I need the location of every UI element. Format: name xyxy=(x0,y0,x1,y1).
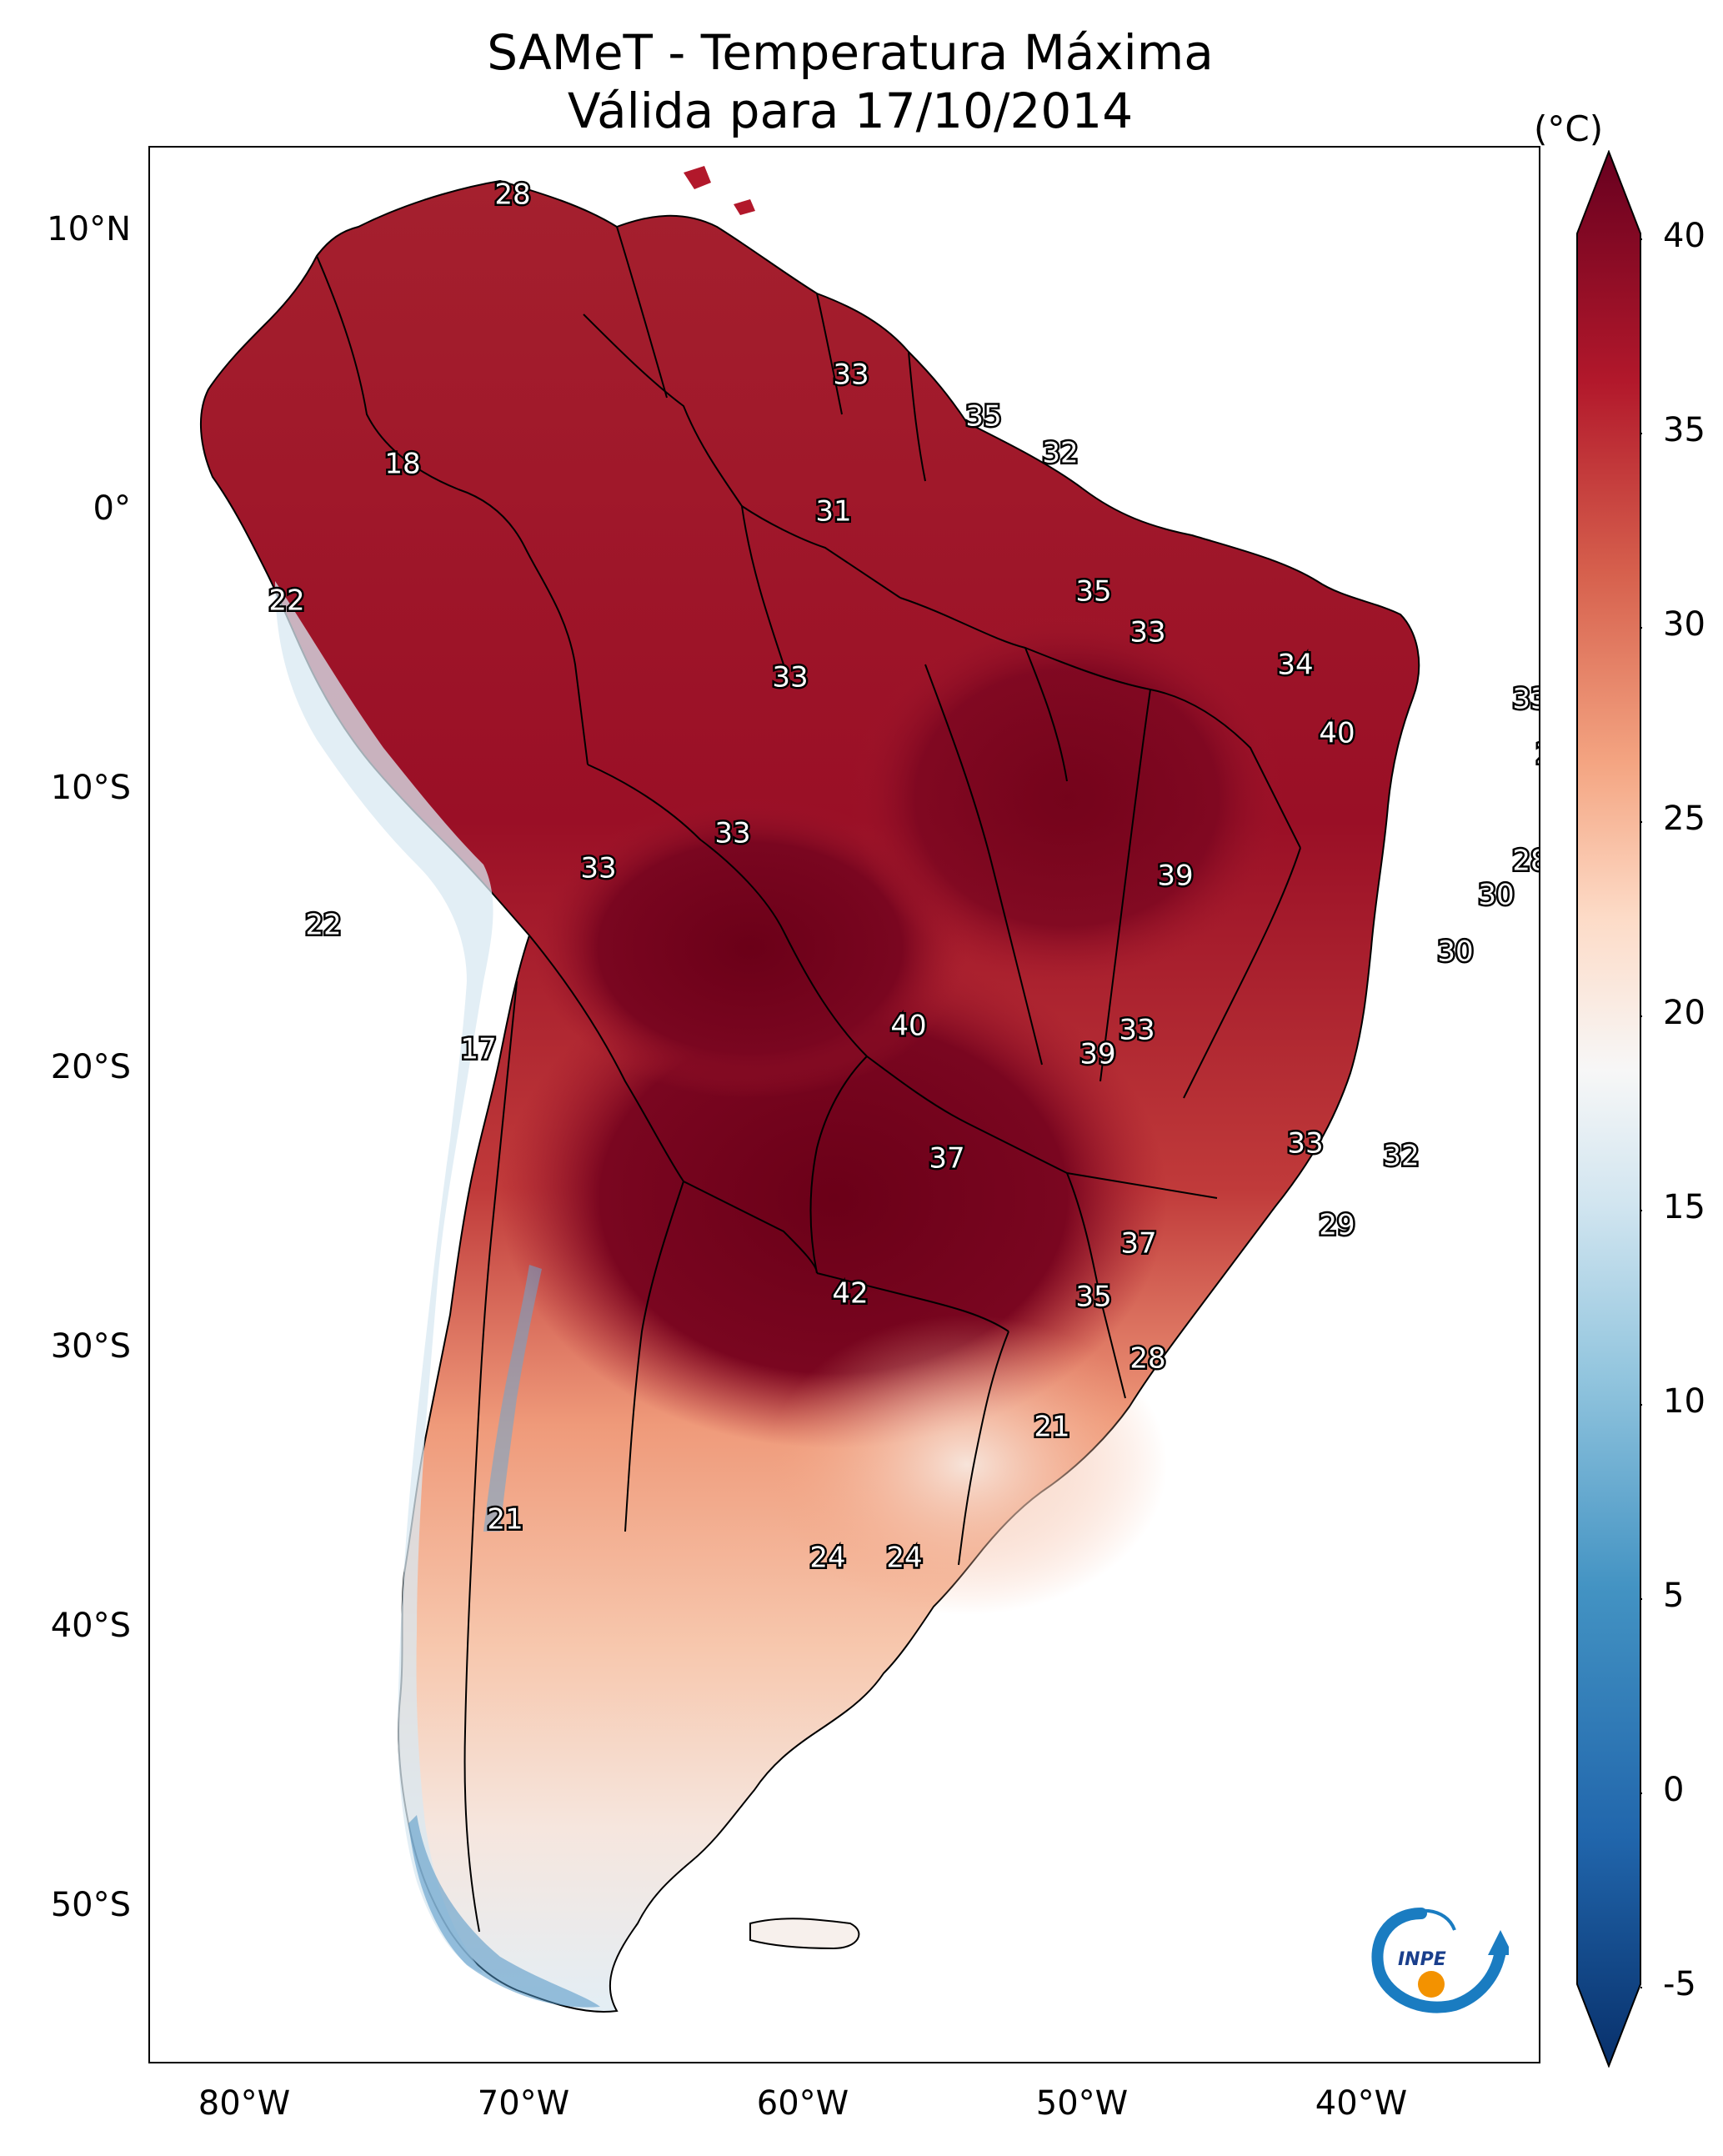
colorbar-tick-10: 10 xyxy=(1663,1382,1705,1421)
colorbar-unit: (°C) xyxy=(1534,108,1604,149)
colorbar-tick-30: 30 xyxy=(1663,605,1705,644)
contour-label: 29 xyxy=(1535,738,1540,771)
map-canvas: 2833353218312235333433334029292928333339… xyxy=(200,166,1540,2013)
contour-label: 17 xyxy=(460,1033,496,1066)
contour-label: 28 xyxy=(494,178,530,212)
title-line-2: Válida para 17/10/2014 xyxy=(567,83,1134,139)
colorbar-tick-5: 5 xyxy=(1663,1577,1685,1615)
map-title: SAMeT - Temperatura Máxima Válida para 1… xyxy=(150,23,1550,140)
colorbar-tick-0: 0 xyxy=(1663,1771,1685,1809)
contour-label: 21 xyxy=(1034,1411,1069,1444)
colorbar-tick-15: 15 xyxy=(1663,1188,1705,1226)
colorbar xyxy=(1576,150,1642,2068)
contour-label-layer: 2833353218312235333433334029292928333339… xyxy=(267,176,1540,1577)
contour-label: 24 xyxy=(809,1542,845,1575)
contour-label: 33 xyxy=(772,661,808,694)
contour-label: 21 xyxy=(487,1503,523,1537)
contour-label: 42 xyxy=(832,1277,868,1311)
contour-label: 34 xyxy=(1277,649,1313,682)
lat-label-20s: 20°S xyxy=(50,1048,131,1086)
cool-region xyxy=(767,1315,1167,1615)
contour-label: 30 xyxy=(1437,935,1473,969)
lon-label-70w: 70°W xyxy=(477,2084,570,2123)
contour-label: 29 xyxy=(1319,1209,1355,1242)
contour-label: 33 xyxy=(1287,1127,1323,1161)
lat-label-10s: 10°S xyxy=(50,769,131,807)
contour-label: 31 xyxy=(815,495,851,529)
contour-label: 37 xyxy=(929,1142,964,1176)
colorbar-tick-40: 40 xyxy=(1663,217,1705,255)
colorbar-tick-25: 25 xyxy=(1663,800,1705,838)
contour-label: 33 xyxy=(833,358,869,392)
lon-label-60w: 60°W xyxy=(756,2084,849,2123)
colorbar-tick-minus5: -5 xyxy=(1663,1965,1696,2003)
colorbar-tick-35: 35 xyxy=(1663,411,1705,449)
contour-label: 37 xyxy=(1120,1227,1156,1261)
lat-label-30s: 30°S xyxy=(50,1327,131,1366)
caribbean-islands xyxy=(684,166,755,215)
contour-label: 33 xyxy=(1512,683,1540,716)
contour-label: 33 xyxy=(1129,616,1165,649)
lat-label-0: 0° xyxy=(93,489,131,528)
lat-label-50s: 50°S xyxy=(50,1886,131,1924)
title-line-1: SAMeT - Temperatura Máxima xyxy=(487,24,1214,81)
contour-label: 28 xyxy=(1512,845,1540,878)
colorbar-gradient xyxy=(1576,150,1641,2068)
contour-label: 33 xyxy=(1119,1014,1155,1047)
lon-label-40w: 40°W xyxy=(1315,2084,1408,2123)
lon-label-50w: 50°W xyxy=(1035,2084,1129,2123)
contour-label: 32 xyxy=(1383,1140,1419,1173)
contour-label: 18 xyxy=(384,448,420,481)
contour-label: 40 xyxy=(890,1010,926,1043)
contour-label: 39 xyxy=(1079,1038,1115,1071)
hot-core-region xyxy=(850,614,1284,981)
contour-label: 28 xyxy=(1129,1342,1165,1376)
contour-label: 35 xyxy=(1075,1281,1111,1314)
contour-label: 32 xyxy=(1042,437,1078,470)
contour-label: 22 xyxy=(305,909,341,942)
lon-label-80w: 80°W xyxy=(198,2084,291,2123)
country-borders xyxy=(316,226,1301,1933)
contour-label: 22 xyxy=(268,584,304,618)
contour-label: 35 xyxy=(965,400,1001,434)
lat-label-10n: 10°N xyxy=(47,210,131,248)
map-panel: 2833353218312235333433334029292928333339… xyxy=(148,146,1540,2063)
contour-label: 33 xyxy=(714,817,750,850)
hot-core-region xyxy=(533,798,967,1098)
patagonia-cold-core xyxy=(408,1815,600,2008)
contour-label: 39 xyxy=(1157,860,1193,893)
falkland-islands xyxy=(749,1918,860,1950)
contour-label: 35 xyxy=(1075,575,1111,609)
andes-cold-core xyxy=(483,1265,542,1532)
lat-label-40s: 40°S xyxy=(50,1607,131,1645)
contour-label: 24 xyxy=(886,1542,922,1575)
contour-label: 40 xyxy=(1319,717,1355,750)
contour-label: 33 xyxy=(580,852,616,885)
contour-label: 30 xyxy=(1478,879,1514,912)
colorbar-tick-20: 20 xyxy=(1663,994,1705,1032)
inpe-logo-text: INPE xyxy=(1398,1949,1446,1970)
inpe-logo-icon: INPE xyxy=(1371,1908,1509,2013)
